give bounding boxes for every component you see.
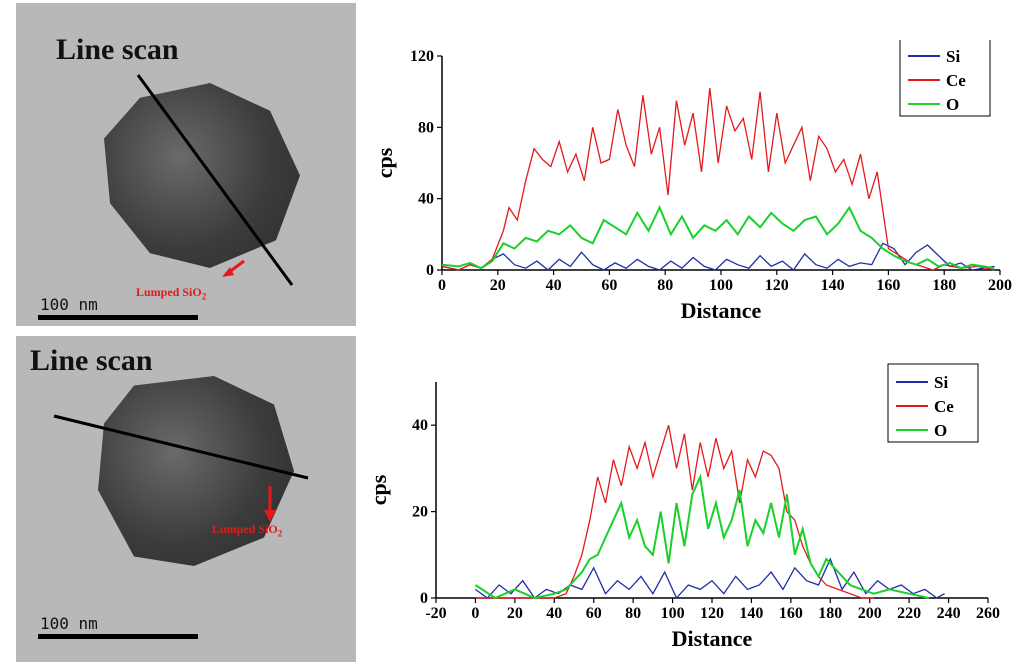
x-tick-label: 120 <box>765 277 789 294</box>
x-tick-label: 180 <box>932 277 956 294</box>
x-axis-label: Distance <box>681 298 762 323</box>
scale-bar <box>38 315 198 320</box>
x-tick-label: 100 <box>661 605 685 622</box>
series-line-ce <box>475 425 874 599</box>
scale-bar <box>38 634 198 639</box>
x-tick-label: 0 <box>471 605 479 622</box>
x-tick-label: 60 <box>586 605 602 622</box>
legend-label-o: O <box>946 95 959 114</box>
x-tick-label: 140 <box>821 277 845 294</box>
scan-line <box>53 414 309 480</box>
y-tick-label: 0 <box>426 262 434 279</box>
micrograph-title: Line scan <box>30 344 153 377</box>
legend-label-si: Si <box>946 47 960 66</box>
y-axis-label: cps <box>366 474 391 505</box>
line-chart-top: 0 20 40 60 80 100 120 140 160 180 20004080120Dista… <box>372 40 1012 323</box>
scale-label: 100 nm <box>40 614 98 633</box>
x-tick-label: 20 <box>490 277 506 294</box>
legend-label-o: O <box>934 421 947 440</box>
scan-line-overlay <box>53 414 309 522</box>
x-axis-label: Distance <box>672 626 753 651</box>
series-line-si <box>475 557 945 600</box>
arrow-head <box>222 267 234 277</box>
lumped-sio2-label: Lumped SiO2 <box>212 522 283 539</box>
x-tick-label: 160 <box>779 605 803 622</box>
series-line-si <box>441 242 995 271</box>
micrograph-bottom: Line scan Lumped SiO2 100 nm <box>16 336 356 662</box>
x-tick-label: 80 <box>625 605 641 622</box>
x-tick-label: 0 <box>438 277 446 294</box>
x-tick-label: 40 <box>546 605 562 622</box>
x-tick-label: 180 <box>818 605 842 622</box>
scan-line <box>136 74 294 286</box>
legend-label-ce: Ce <box>946 71 966 90</box>
y-tick-label: 80 <box>418 119 434 136</box>
x-tick-label: 200 <box>858 605 882 622</box>
x-tick-label: 20 <box>507 605 523 622</box>
x-tick-label: 240 <box>937 605 961 622</box>
y-tick-label: 0 <box>420 590 428 607</box>
micrograph-title: Line scan <box>56 33 179 66</box>
x-tick-label: 260 <box>976 605 1000 622</box>
scale-label: 100 nm <box>40 295 98 314</box>
x-tick-label: -20 <box>425 605 446 622</box>
x-tick-label: 60 <box>601 277 617 294</box>
x-tick-label: 80 <box>657 277 673 294</box>
line-chart-bottom: -20 0 20 40 60 80 100 120 140 160 180 200 220 240 2600… <box>366 363 1000 651</box>
y-tick-label: 20 <box>412 504 428 521</box>
x-tick-label: 120 <box>700 605 724 622</box>
legend-label-ce: Ce <box>934 397 954 416</box>
series-line-o <box>474 473 930 600</box>
legend: Si Ce O <box>899 40 991 117</box>
micrograph-top: Line scan Lumped SiO2 100 nm <box>16 3 356 326</box>
lumped-sio2-label: Lumped SiO2 <box>136 285 207 302</box>
y-tick-label: 40 <box>412 417 428 434</box>
series-line-ce <box>441 88 995 271</box>
series-line-o <box>441 205 995 270</box>
x-tick-label: 140 <box>739 605 763 622</box>
arrow-head <box>264 510 276 522</box>
legend-label-si: Si <box>934 373 948 392</box>
x-tick-label: 160 <box>876 277 900 294</box>
x-tick-label: 40 <box>546 277 562 294</box>
x-tick-label: 200 <box>988 277 1012 294</box>
x-tick-label: 100 <box>709 277 733 294</box>
y-axis-label: cps <box>372 147 397 178</box>
legend: Si Ce O <box>887 363 979 443</box>
nanoparticle <box>98 376 294 566</box>
scan-line-overlay <box>136 74 294 286</box>
y-tick-label: 120 <box>410 48 434 65</box>
x-tick-label: 220 <box>897 605 921 622</box>
y-tick-label: 40 <box>418 191 434 208</box>
